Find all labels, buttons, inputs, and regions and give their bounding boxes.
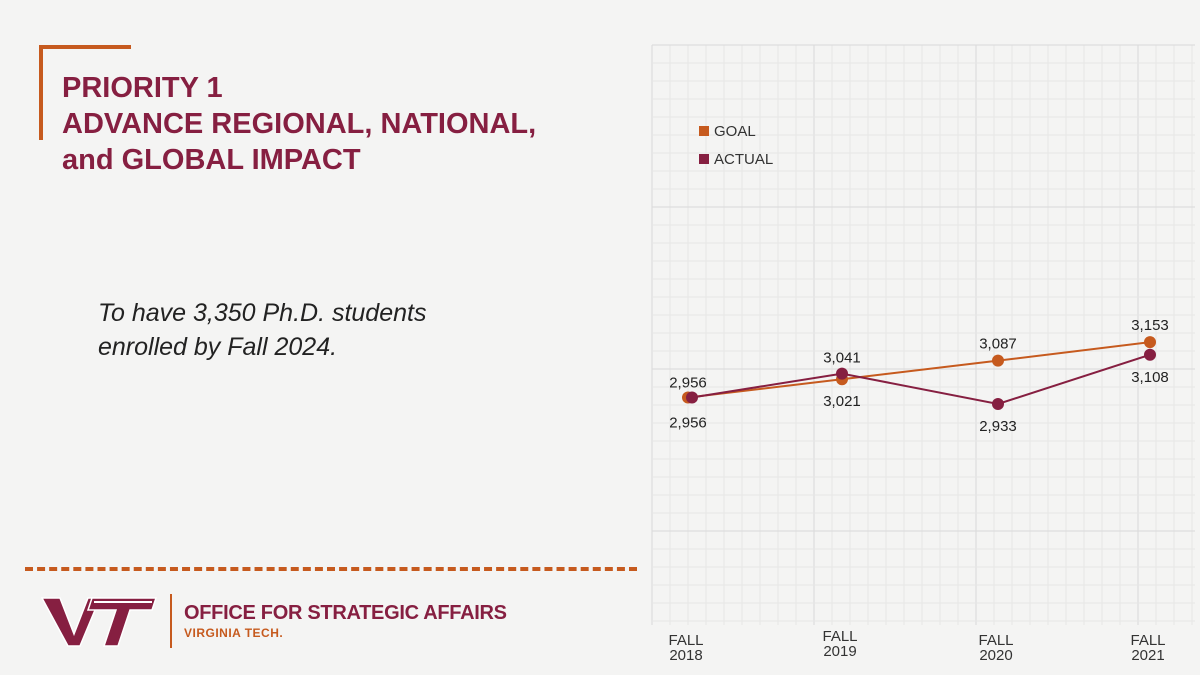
title-line-3: and GLOBAL IMPACT xyxy=(62,144,361,176)
x-tick-label-3-0: FALL xyxy=(1130,632,1165,649)
data-label-goal-0: 2,956 xyxy=(669,375,707,392)
point-actual-3 xyxy=(1144,348,1156,361)
x-tick-label-0-0: FALL xyxy=(668,632,703,649)
chart-points xyxy=(682,336,1156,410)
data-label-actual-3: 3,108 xyxy=(1131,369,1169,386)
legend-swatch-goal xyxy=(699,126,709,136)
university-name: VIRGINIA TECH. xyxy=(184,626,284,640)
x-tick-label-2-0: FALL xyxy=(978,632,1013,649)
point-goal-3 xyxy=(1144,336,1156,349)
point-goal-2 xyxy=(992,354,1004,367)
series-line-actual xyxy=(691,353,1151,405)
chart-data-labels: 2,956 2,956 3,021 3,041 3,087 2,933 3,153 3,108 xyxy=(669,317,1169,435)
x-tick-label-3-1: 2021 xyxy=(1131,647,1164,664)
point-actual-0 xyxy=(686,391,698,404)
chart-lines xyxy=(687,341,1151,405)
title-line-2: ADVANCE REGIONAL, NATIONAL, xyxy=(62,108,537,140)
point-actual-1 xyxy=(836,367,848,380)
accent-bar-left xyxy=(39,45,43,140)
office-name: OFFICE FOR STRATEGIC AFFAIRS xyxy=(184,602,507,624)
data-label-goal-1: 3,021 xyxy=(823,393,861,410)
chart-grid xyxy=(651,44,1195,625)
goal-statement-line-1: To have 3,350 Ph.D. students xyxy=(98,299,427,327)
title-line-1: PRIORITY 1 xyxy=(62,72,223,104)
accent-bar-top xyxy=(39,45,131,49)
goal-statement-line-2: enrolled by Fall 2024. xyxy=(98,333,338,361)
slide-title: PRIORITY 1 ADVANCE REGIONAL, NATIONAL, a… xyxy=(62,70,536,178)
legend-swatch-actual xyxy=(699,154,709,164)
legend-label-actual: ACTUAL xyxy=(714,151,773,168)
logo-divider xyxy=(170,594,172,648)
x-tick-label-2-1: 2020 xyxy=(979,647,1012,664)
chart-legend: GOAL ACTUAL xyxy=(699,123,773,168)
data-label-goal-2: 3,087 xyxy=(979,336,1017,353)
x-tick-label-1-0: FALL xyxy=(822,628,857,645)
footer-divider xyxy=(25,567,637,571)
x-tick-label-1-1: 2019 xyxy=(823,643,856,660)
data-label-goal-3: 3,153 xyxy=(1131,317,1169,334)
series-line-goal xyxy=(687,341,1151,399)
data-label-actual-1: 3,041 xyxy=(823,350,861,367)
data-label-actual-2: 2,933 xyxy=(979,418,1017,435)
goal-statement: To have 3,350 Ph.D. students enrolled by… xyxy=(98,296,518,364)
x-tick-label-0-1: 2018 xyxy=(669,647,702,664)
legend-label-goal: GOAL xyxy=(714,123,756,140)
data-label-actual-0: 2,956 xyxy=(669,415,707,432)
point-actual-2 xyxy=(992,397,1004,410)
vt-logo xyxy=(40,597,158,647)
